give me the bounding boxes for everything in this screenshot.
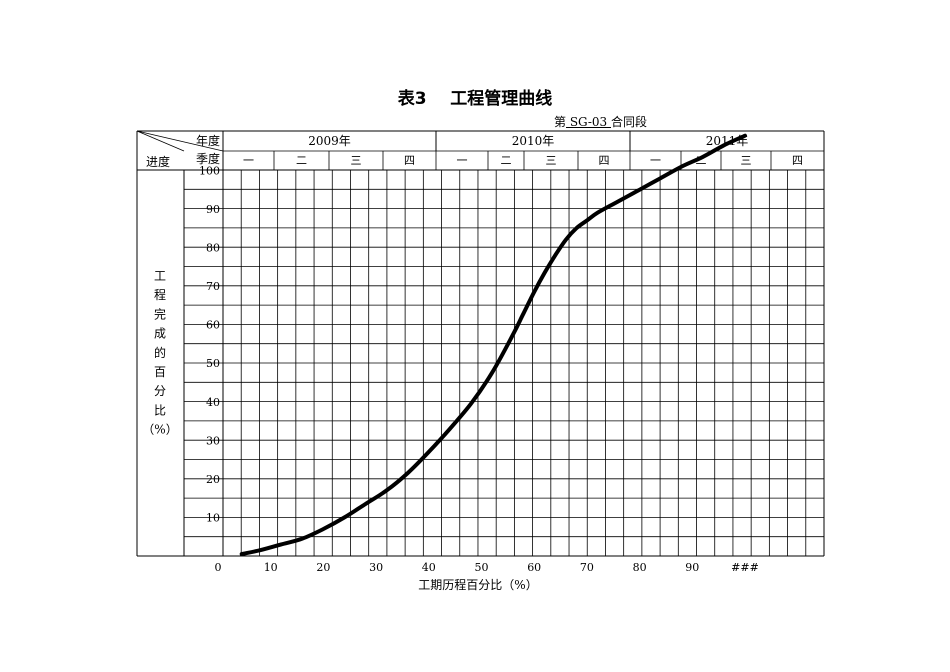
contract-code: SG-03 <box>566 115 611 129</box>
quarter-label: 三 <box>351 154 362 167</box>
y-tick-label: 50 <box>206 357 220 370</box>
quarter-label: 二 <box>501 154 512 167</box>
y-axis-title-char: （%） <box>142 423 177 437</box>
x-tick-label: 0 <box>215 561 222 574</box>
corner-progress-label: 进度 <box>146 154 170 169</box>
y-tick-label: 40 <box>206 396 220 409</box>
quarter-header-row: 一二三四一二三四一二三四 <box>243 154 803 167</box>
page-title: 表3 工程管理曲线 <box>397 89 553 109</box>
quarter-label: 四 <box>404 154 415 167</box>
x-tick-label: 20 <box>316 561 330 574</box>
corner-year-label: 年度 <box>196 133 220 148</box>
y-axis-title-char: 程 <box>154 287 166 302</box>
quarter-label: 一 <box>650 154 661 167</box>
x-tick-label: 90 <box>685 561 699 574</box>
x-tick-label: 70 <box>580 561 594 574</box>
y-axis-title-char: 工 <box>154 269 166 283</box>
y-axis-title-char: 分 <box>154 384 166 398</box>
y-tick-label: 70 <box>206 280 220 293</box>
corner-quarter-label: 季度 <box>196 151 220 166</box>
y-axis-title-char: 的 <box>154 345 166 360</box>
progress-curve <box>239 133 747 557</box>
x-axis-title: 工期历程百分比（%） <box>418 577 537 592</box>
quarter-label: 二 <box>296 154 307 167</box>
y-axis-title-char: 比 <box>154 403 166 417</box>
quarter-label: 一 <box>243 154 254 167</box>
x-tick-label: 50 <box>475 561 489 574</box>
quarter-label: 二 <box>696 154 707 167</box>
y-axis-title-char: 成 <box>154 327 166 341</box>
corner-diagonal <box>136 130 185 152</box>
contract-prefix: 第 <box>554 115 567 129</box>
y-axis-title-char: 完 <box>154 306 166 321</box>
y-tick-labels: 10 20 30 40 50 60 70 80 90 100 <box>199 164 220 524</box>
y-tick-label: 10 <box>206 511 220 524</box>
corner-diagonal <box>136 130 224 152</box>
year-label: 2010年 <box>512 134 555 148</box>
quarter-label: 一 <box>457 154 468 167</box>
contract-section-label: 第 SG-03 合同段 <box>554 113 647 130</box>
quarter-label: 四 <box>599 154 610 167</box>
contract-suffix: 合同段 <box>611 115 648 129</box>
year-label: 2009年 <box>308 134 351 148</box>
y-tick-label: 100 <box>199 164 220 177</box>
x-tick-labels: 0 10 20 30 40 50 60 70 80 90 ### <box>215 561 759 574</box>
x-tick-label: ### <box>731 561 759 574</box>
y-tick-label: 90 <box>206 203 220 216</box>
quarter-label: 三 <box>741 154 752 167</box>
y-tick-label: 30 <box>206 434 220 447</box>
year-header-row: 2009年 2010年 2011年 <box>308 134 748 148</box>
quarter-label: 四 <box>792 154 803 167</box>
table-lines <box>136 130 825 557</box>
x-tick-label: 60 <box>527 561 541 574</box>
x-tick-label: 30 <box>369 561 383 574</box>
y-tick-label: 80 <box>206 242 220 255</box>
x-tick-label: 40 <box>422 561 436 574</box>
y-tick-label: 60 <box>206 319 220 332</box>
y-tick-label: 20 <box>206 473 220 486</box>
x-tick-label: 80 <box>633 561 647 574</box>
y-axis-title-char: 百 <box>154 365 166 379</box>
x-tick-label: 10 <box>264 561 278 574</box>
quarter-label: 三 <box>546 154 557 167</box>
